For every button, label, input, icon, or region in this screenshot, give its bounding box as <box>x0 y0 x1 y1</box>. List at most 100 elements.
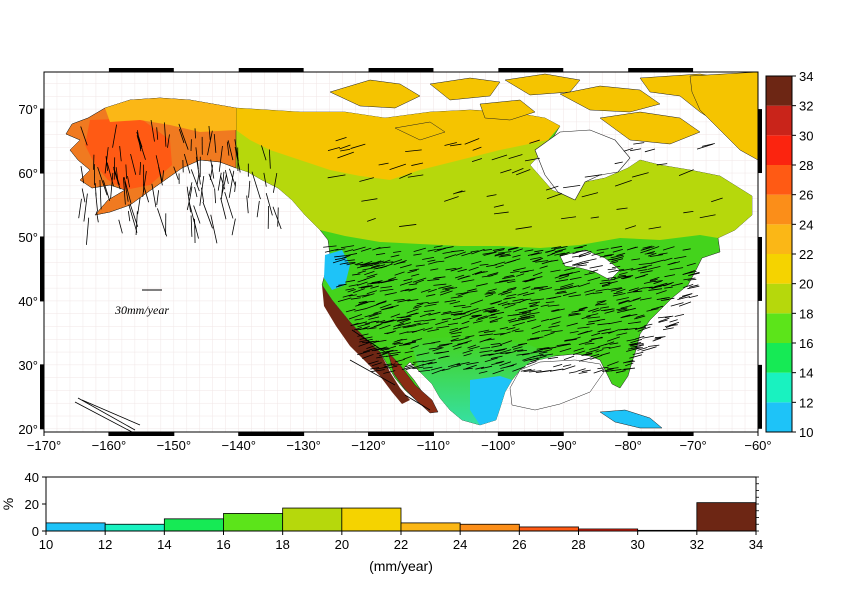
velocity-vector <box>615 370 626 374</box>
velocity-vector <box>460 275 471 279</box>
velocity-vector <box>501 302 510 306</box>
velocity-vector <box>606 336 620 342</box>
velocity-vector <box>378 351 390 357</box>
longitude-tick-label: −130° <box>286 438 320 453</box>
velocity-vector <box>555 291 567 295</box>
velocity-vector <box>373 311 382 314</box>
velocity-vector <box>112 124 117 148</box>
colorbar-tick-label: 22 <box>799 247 813 262</box>
velocity-vector <box>359 325 370 331</box>
velocity-vector <box>167 134 170 148</box>
velocity-vector <box>479 263 489 266</box>
velocity-vector <box>563 355 575 360</box>
velocity-vector <box>581 369 591 372</box>
velocity-vector <box>435 320 449 326</box>
velocity-vector <box>608 270 618 273</box>
velocity-vector <box>522 286 531 290</box>
velocity-vector <box>564 338 577 342</box>
velocity-vector <box>202 201 213 229</box>
velocity-vector <box>622 368 631 371</box>
velocity-vector <box>637 347 648 351</box>
velocity-vector <box>531 287 544 290</box>
velocity-vector <box>571 254 586 258</box>
velocity-vector <box>348 294 357 297</box>
velocity-vector <box>559 347 572 353</box>
velocity-vector <box>670 302 684 307</box>
velocity-vector <box>549 368 564 372</box>
velocity-vector <box>345 253 358 257</box>
velocity-vector <box>371 369 385 372</box>
velocity-vector <box>335 137 347 142</box>
velocity-vector <box>390 313 401 318</box>
velocity-vector <box>621 314 631 318</box>
velocity-vector <box>213 134 217 153</box>
velocity-vector <box>631 258 641 261</box>
velocity-vector <box>584 272 595 276</box>
velocity-vector <box>396 338 408 342</box>
velocity-vector <box>234 181 237 192</box>
velocity-vector <box>607 276 617 279</box>
velocity-vector <box>548 325 560 328</box>
velocity-vector <box>498 349 512 354</box>
velocity-vector <box>640 246 651 251</box>
velocity-vector <box>631 172 649 178</box>
velocity-vector <box>497 301 508 306</box>
velocity-vector <box>383 363 393 366</box>
latitude-tick-label: 30° <box>18 358 38 373</box>
velocity-vector <box>378 162 389 166</box>
histogram-x-tick-label: 26 <box>512 537 526 552</box>
velocity-vector <box>648 285 662 289</box>
longitude-tick-label: −120° <box>351 438 385 453</box>
velocity-vector <box>350 143 366 149</box>
velocity-vector <box>365 303 379 310</box>
velocity-vector <box>443 246 454 249</box>
velocity-vector <box>376 355 388 359</box>
velocity-vector <box>498 290 509 295</box>
velocity-vector <box>136 131 146 160</box>
velocity-vector <box>573 247 583 249</box>
velocity-vector <box>380 263 393 269</box>
velocity-vector <box>403 341 417 345</box>
frame-bar-bottom <box>108 432 174 436</box>
velocity-vector <box>589 265 603 269</box>
velocity-vector <box>568 294 581 298</box>
colorbar-cell <box>766 194 792 225</box>
velocity-vector <box>620 304 632 309</box>
velocity-vector <box>362 348 372 353</box>
velocity-vector <box>688 295 699 299</box>
velocity-vector <box>360 247 372 252</box>
velocity-vector <box>522 278 536 282</box>
velocity-vector <box>484 330 496 333</box>
velocity-vector <box>586 322 595 325</box>
velocity-vector <box>552 308 565 313</box>
velocity-vector <box>265 192 273 216</box>
velocity-vector <box>366 340 378 344</box>
velocity-vector <box>194 128 196 139</box>
velocity-vector <box>600 352 610 356</box>
velocity-vector <box>408 283 418 286</box>
velocity-vector <box>687 285 700 290</box>
velocity-vector <box>532 271 543 277</box>
velocity-vector <box>458 340 472 346</box>
velocity-vector <box>110 172 114 199</box>
velocity-vector <box>483 353 494 356</box>
velocity-vector <box>504 297 516 300</box>
velocity-vector <box>186 198 191 211</box>
velocity-vector <box>99 179 102 210</box>
velocity-vector <box>618 299 629 304</box>
velocity-vector <box>481 306 495 311</box>
velocity-vector <box>427 329 439 332</box>
velocity-vector <box>364 270 375 276</box>
velocity-vector <box>228 170 235 198</box>
velocity-vector <box>221 174 227 196</box>
velocity-vector <box>401 365 414 371</box>
velocity-vector <box>459 326 469 330</box>
frame-bar-top <box>238 68 304 72</box>
velocity-vector <box>195 156 201 185</box>
velocity-vector <box>412 305 422 309</box>
histogram-bars <box>45 502 757 532</box>
velocity-vector <box>340 245 355 249</box>
velocity-vector <box>456 361 470 366</box>
velocity-vector <box>658 252 668 255</box>
velocity-vector <box>366 273 378 278</box>
